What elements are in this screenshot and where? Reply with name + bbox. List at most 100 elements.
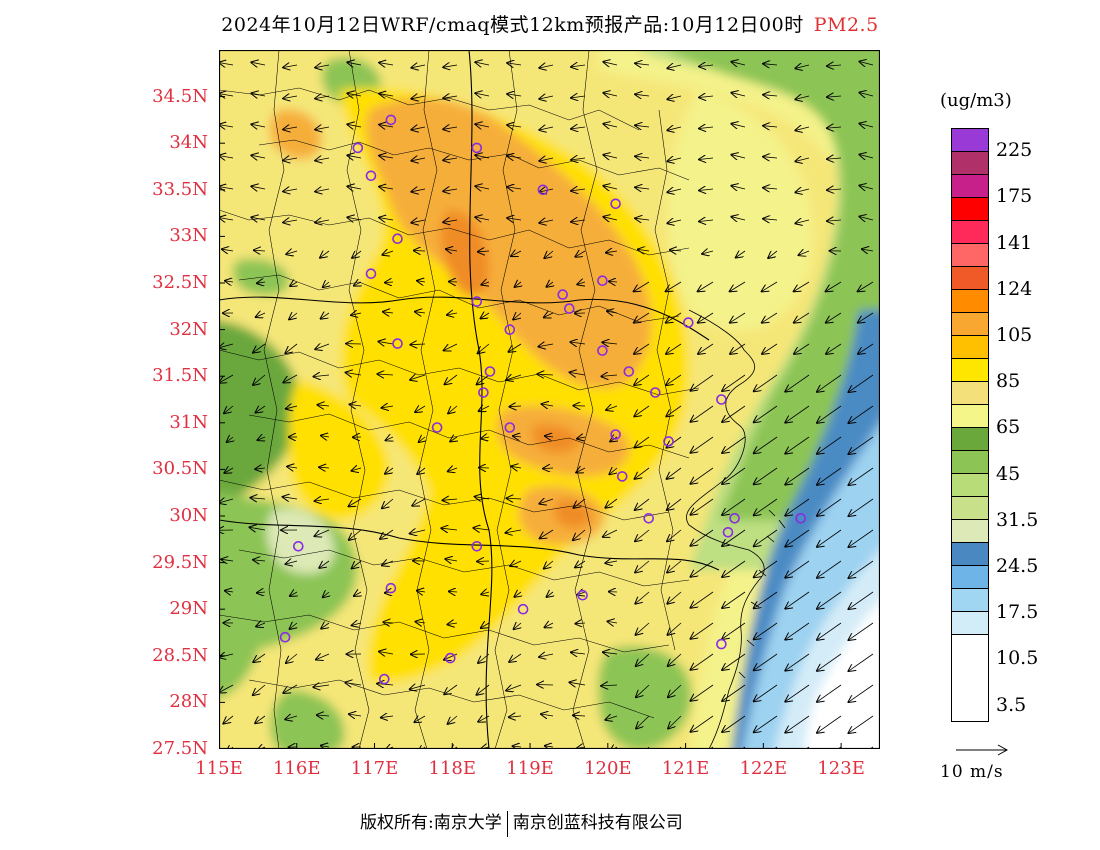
wind-arrow — [477, 561, 490, 562]
longitude-label: 121E — [661, 758, 710, 779]
wind-arrow — [849, 715, 874, 733]
wind-arrow — [283, 127, 298, 130]
wind-arrow — [817, 498, 842, 516]
wind-arrow — [507, 498, 522, 499]
city-marker — [517, 603, 529, 615]
wind-arrow — [763, 157, 778, 158]
wind-arrow — [547, 282, 554, 287]
wind-arrow — [635, 529, 650, 541]
wind-arrow — [722, 529, 746, 546]
wind-arrow — [290, 623, 298, 629]
wind-arrow — [223, 715, 234, 724]
latitude-label: 29N — [169, 598, 208, 620]
city-marker — [385, 114, 397, 126]
wind-arrow — [817, 374, 842, 392]
wind-arrow — [411, 220, 426, 223]
wind-arrow — [539, 220, 554, 223]
wind-arrow — [722, 467, 746, 484]
legend-tick-label: 175 — [996, 185, 1033, 208]
latitude-label: 27.5N — [152, 738, 208, 759]
wind-arrow — [731, 124, 746, 127]
wind-arrow — [571, 652, 586, 654]
wind-arrow — [251, 186, 266, 189]
wind-arrow — [258, 437, 266, 440]
wind-arrow — [539, 654, 554, 657]
legend-tick-label: 85 — [996, 370, 1021, 393]
legend-tick-label: 105 — [996, 323, 1033, 346]
wind-arrow — [570, 342, 586, 344]
wind-arrow — [667, 467, 682, 479]
wind-arrow — [849, 467, 874, 485]
wind-arrow — [634, 374, 650, 385]
wind-arrow — [415, 406, 426, 412]
wind-arrow — [475, 124, 490, 127]
wind-arrow — [352, 623, 362, 625]
wind-arrow — [255, 468, 266, 469]
wind-arrow — [859, 155, 874, 159]
wind-arrow — [256, 623, 266, 627]
wind-arrow — [817, 405, 842, 423]
wind-arrow — [795, 158, 810, 161]
legend-swatch — [952, 244, 988, 267]
legend-tick-label: 24.5 — [996, 554, 1039, 577]
wind-arrow — [478, 251, 490, 252]
wind-arrow — [475, 155, 490, 158]
wind-arrow — [635, 125, 650, 127]
wind-arrow — [507, 187, 522, 189]
city-marker — [293, 540, 304, 552]
legend-swatch — [952, 451, 988, 474]
wind-arrow — [667, 591, 682, 604]
wind-vector-field — [219, 62, 874, 749]
wind-arrow — [477, 374, 490, 385]
city-marker — [471, 142, 483, 154]
wind-arrow — [667, 158, 682, 161]
wind-arrow — [577, 282, 585, 284]
wind-arrow — [354, 282, 361, 286]
wind-arrow — [286, 406, 298, 409]
wind-arrow — [219, 218, 234, 220]
wind-arrow — [754, 374, 778, 391]
city-marker — [445, 652, 456, 664]
wind-arrow — [827, 127, 842, 128]
wind-arrow — [347, 217, 362, 220]
wind-arrow — [224, 468, 234, 473]
wind-arrow — [785, 498, 810, 516]
wind-arrow — [730, 281, 746, 291]
longitude-label: 118E — [428, 758, 477, 779]
city-markers — [279, 114, 807, 685]
wind-arrow — [635, 187, 650, 189]
wind-arrow — [827, 158, 842, 159]
wind-arrow — [603, 217, 618, 220]
wind-arrow — [444, 343, 458, 351]
city-marker — [597, 275, 608, 286]
wind-arrow — [513, 436, 522, 437]
wind-arrow — [221, 559, 234, 561]
wind-arrow — [849, 684, 874, 702]
wind-arrow — [323, 592, 329, 597]
map-title: 2024年10月12日WRF/cmaq模式12km预报产品:10月12日00时 P… — [0, 10, 1100, 37]
legend-swatch — [952, 267, 988, 290]
wind-arrow — [507, 63, 522, 65]
legend-swatch — [952, 612, 988, 635]
wind-arrow — [667, 127, 682, 130]
wind-arrow — [219, 654, 234, 657]
wind-arrow — [541, 714, 554, 716]
wind-arrow — [638, 249, 650, 251]
wind-arrow — [539, 65, 554, 68]
wind-arrow — [411, 96, 426, 99]
city-marker — [471, 296, 483, 307]
wind-arrow — [251, 124, 266, 127]
wind-arrow — [315, 344, 330, 349]
wind-arrow — [545, 623, 554, 627]
wind-arrow — [411, 158, 426, 161]
footer-credits: 版权所有:南京大学 南京创蓝科技有限公司 — [360, 808, 683, 837]
wind-arrow — [826, 343, 842, 354]
latitude-label: 34N — [169, 132, 208, 154]
wind-arrow — [224, 405, 234, 413]
city-marker — [716, 394, 727, 405]
wind-arrow — [255, 715, 266, 723]
wind-arrow — [315, 529, 330, 536]
wind-arrow — [314, 375, 330, 377]
longitude-label: 117E — [350, 758, 399, 779]
city-marker — [563, 303, 575, 314]
